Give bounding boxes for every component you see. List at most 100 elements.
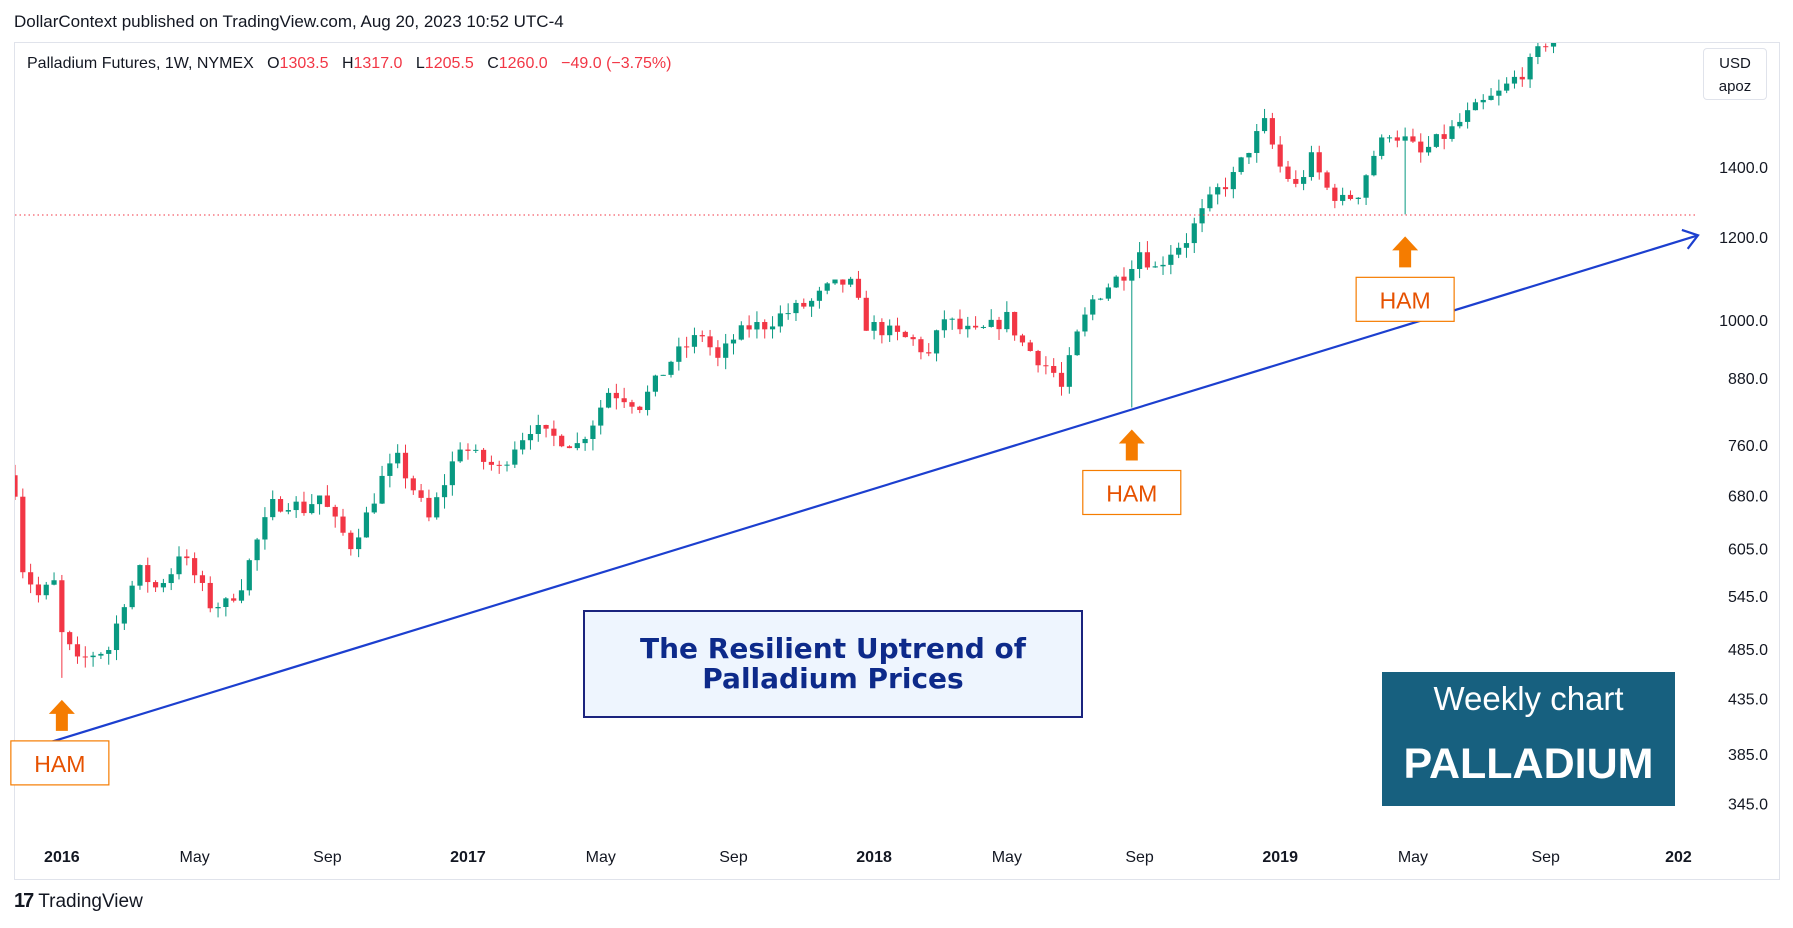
- candle-body: [668, 361, 674, 375]
- candle-body: [863, 297, 869, 331]
- candle-body: [972, 325, 979, 328]
- candle-body: [1144, 252, 1151, 268]
- symbol-name: Palladium Futures, 1W, NYMEX: [27, 55, 254, 72]
- candle-body: [332, 506, 338, 517]
- symbol-legend: Palladium Futures, 1W, NYMEX O1303.5 H13…: [27, 55, 680, 73]
- candle-body: [613, 392, 619, 399]
- currency-unit-button[interactable]: USD apoz: [1703, 48, 1767, 100]
- candle-body: [59, 580, 65, 633]
- candle-body: [301, 501, 307, 514]
- candle-body: [316, 495, 323, 505]
- candle-body: [793, 302, 799, 314]
- candle-body: [145, 565, 151, 583]
- candle-body: [113, 623, 120, 651]
- candle-body: [395, 452, 401, 464]
- candle-body: [285, 510, 291, 512]
- y-tick-label: 605.0: [1728, 541, 1768, 558]
- candle-body: [480, 449, 487, 462]
- x-tick-label: 2017: [450, 849, 486, 866]
- candle-body: [1379, 137, 1385, 156]
- candle-body: [941, 319, 947, 331]
- candle-body: [1269, 118, 1275, 145]
- candle-body: [1160, 264, 1166, 267]
- candle-body: [402, 452, 409, 479]
- candle-body: [1441, 134, 1447, 139]
- candle-body: [1574, 22, 1579, 27]
- candle-body: [152, 582, 159, 588]
- candle-body: [1129, 268, 1135, 281]
- candle-body: [418, 490, 424, 498]
- candle-body: [652, 375, 658, 392]
- close-label: C: [487, 55, 499, 72]
- candle-body: [754, 322, 760, 330]
- y-tick-label: 880.0: [1728, 371, 1768, 388]
- title-line-2: Palladium Prices: [702, 662, 964, 695]
- candle-body: [543, 424, 549, 429]
- x-tick-label: May: [992, 849, 1022, 866]
- candle-body: [98, 653, 104, 656]
- ham-arrow-icon: [1392, 236, 1419, 268]
- candle-body: [559, 435, 565, 447]
- candle-body: [879, 322, 885, 336]
- candle-body: [1480, 99, 1486, 103]
- candle-body: [1066, 355, 1072, 387]
- candle-body: [723, 343, 729, 358]
- candle-body: [207, 582, 213, 609]
- open-value: 1303.5: [279, 55, 329, 72]
- candle-body: [1371, 155, 1377, 176]
- candle-body: [1394, 137, 1400, 141]
- tradingview-logo[interactable]: 17 TradingView: [14, 890, 143, 913]
- candle-body: [590, 425, 596, 439]
- candle-body: [887, 325, 893, 336]
- candle-body: [1019, 335, 1026, 343]
- tradingview-brand: TradingView: [38, 890, 143, 912]
- y-tick-label: 1000.0: [1719, 313, 1768, 330]
- candle-body: [1222, 187, 1229, 190]
- candle-body: [1105, 287, 1111, 299]
- ham-label: HAM: [1380, 287, 1431, 313]
- candle-body: [769, 326, 776, 330]
- candle-body: [1332, 187, 1338, 201]
- candle-body: [1418, 141, 1424, 153]
- candle-body: [1238, 157, 1244, 173]
- trendline-arrowhead: [1681, 228, 1700, 250]
- candle-body: [184, 556, 190, 559]
- candle-body: [598, 407, 604, 426]
- high-value: 1317.0: [353, 55, 403, 72]
- candle-body: [1559, 24, 1564, 36]
- candle-body: [871, 322, 877, 331]
- candle-body: [816, 290, 823, 301]
- candle-body: [1113, 276, 1119, 288]
- x-tick-label: 202: [1665, 849, 1692, 866]
- candle-body: [699, 335, 705, 337]
- candle-body: [1582, 19, 1587, 22]
- candle-body: [551, 428, 557, 436]
- candle-body: [840, 279, 846, 285]
- candle-body: [1137, 252, 1143, 269]
- x-tick-label: Sep: [1125, 849, 1154, 866]
- candle-body: [1363, 175, 1369, 198]
- ham-marker: HAM: [1082, 429, 1182, 516]
- candle-body: [340, 516, 346, 533]
- candle-body: [707, 336, 713, 348]
- x-tick-label: 2019: [1262, 849, 1298, 866]
- candle-body: [1230, 172, 1236, 190]
- candle-body: [1277, 144, 1283, 167]
- candle-body: [129, 585, 135, 608]
- candle-body: [441, 485, 448, 498]
- candle-body: [746, 325, 752, 330]
- candle-body: [106, 650, 112, 654]
- candle-body: [1457, 121, 1463, 127]
- candle-body: [356, 537, 362, 550]
- y-tick-label: 1200.0: [1719, 230, 1768, 247]
- candle-body: [1074, 331, 1080, 356]
- x-tick-label: May: [1398, 849, 1428, 866]
- candle-body: [1386, 137, 1393, 139]
- candle-body: [1215, 187, 1221, 195]
- ham-marker: HAM: [1355, 236, 1455, 322]
- candle-body: [43, 584, 49, 596]
- candle-body: [738, 325, 744, 340]
- candle-body: [1293, 178, 1299, 184]
- candle-body: [574, 443, 580, 449]
